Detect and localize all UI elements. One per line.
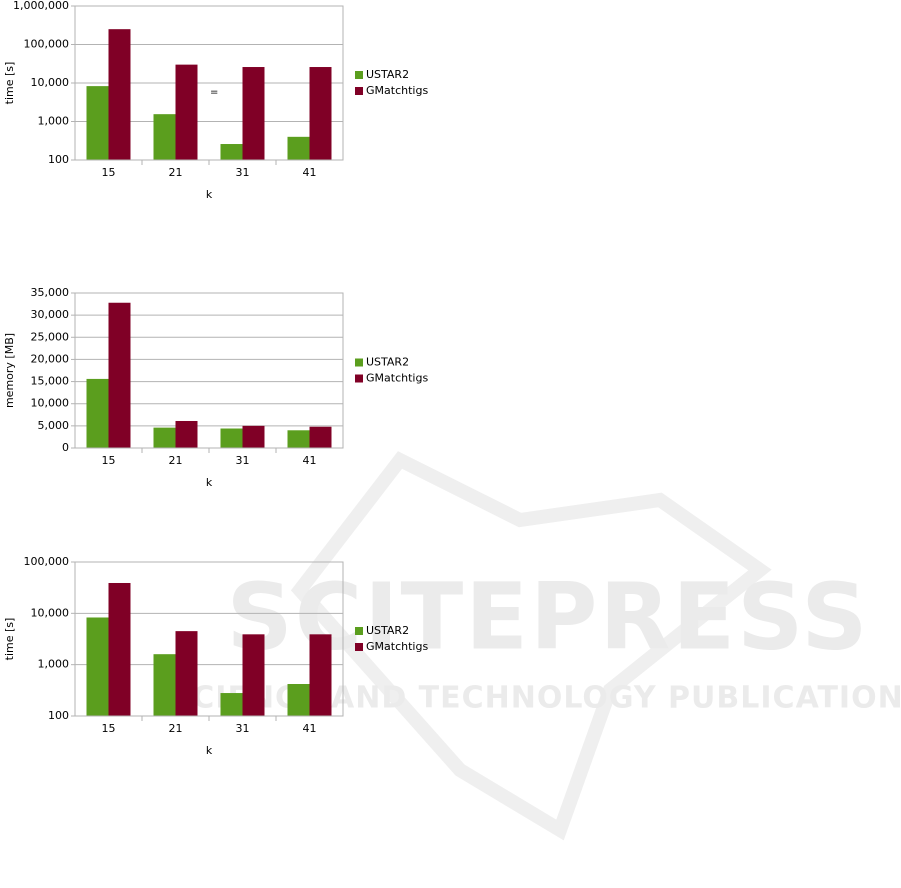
bar: [175, 631, 198, 716]
x-tick-label: 21: [169, 722, 183, 735]
x-tick-label: 21: [169, 166, 183, 179]
y-tick-label: 100,000: [24, 38, 70, 51]
bar: [175, 64, 198, 160]
x-tick-label: 15: [102, 166, 116, 179]
watermark: SCITEPRESS SCIENCE AND TECHNOLOGY PUBLIC…: [170, 451, 901, 841]
bar: [287, 430, 310, 448]
watermark-shape: [290, 451, 772, 841]
legend-swatch: [355, 627, 363, 635]
y-axis-label: time [s]: [3, 618, 16, 661]
bar: [175, 420, 198, 448]
y-tick-label: 100: [48, 709, 69, 722]
annotation: =: [210, 87, 218, 98]
y-tick-label: 20,000: [31, 352, 70, 365]
y-tick-label: 5,000: [38, 419, 70, 432]
y-tick-label: 15,000: [31, 375, 70, 388]
y-tick-label: 10,000: [31, 397, 70, 410]
y-tick-label: 100,000: [24, 555, 70, 568]
x-tick-label: 31: [236, 454, 250, 467]
x-tick-label: 31: [236, 166, 250, 179]
y-tick-label: 1,000,000: [13, 0, 69, 12]
plot-frame: [74, 5, 344, 161]
plot-frame: [74, 561, 344, 717]
plot-frame: [74, 292, 344, 449]
y-tick-label: 35,000: [31, 286, 70, 299]
bar: [86, 378, 109, 448]
bar: [242, 634, 265, 716]
legend-label: USTAR2: [366, 624, 409, 637]
y-axis-label: time [s]: [3, 62, 16, 105]
legend-label: USTAR2: [366, 68, 409, 81]
x-axis-label: k: [206, 744, 213, 757]
bar: [108, 302, 131, 448]
x-axis-label: k: [206, 476, 213, 489]
legend-swatch: [355, 374, 363, 383]
bar: [220, 144, 243, 160]
watermark-subtitle: SCIENCE AND TECHNOLOGY PUBLICATIONS: [170, 681, 901, 716]
y-tick-label: 30,000: [31, 308, 70, 321]
bar: [108, 582, 131, 716]
bar: [108, 29, 131, 161]
x-tick-label: 41: [303, 454, 317, 467]
legend-label: USTAR2: [366, 356, 409, 369]
bar: [242, 67, 265, 160]
bar: [287, 136, 310, 160]
legend-label: GMatchtigs: [366, 640, 428, 653]
chart: 100 1,000 10,000 100,000 15 21 31 41 k time [s] US…: [3, 555, 428, 757]
x-tick-label: 41: [303, 166, 317, 179]
bar: [220, 428, 243, 448]
y-tick-label: 25,000: [31, 330, 70, 343]
legend-label: GMatchtigs: [366, 84, 428, 97]
chart: 0 5,000 10,000 15,000 20,000 25,000 30,000 35,0…: [3, 286, 428, 489]
x-tick-label: 15: [102, 722, 116, 735]
y-tick-label: 10,000: [31, 606, 70, 619]
watermark-title: SCITEPRESS: [226, 563, 869, 670]
legend-swatch: [355, 643, 363, 651]
x-tick-label: 15: [102, 454, 116, 467]
x-tick-label: 41: [303, 722, 317, 735]
bar: [309, 634, 332, 716]
legend-swatch: [355, 87, 363, 95]
legend-swatch: [355, 358, 363, 367]
x-tick-label: 21: [169, 454, 183, 467]
bar: [153, 654, 176, 716]
y-tick-label: 1,000: [38, 658, 70, 671]
legend-swatch: [355, 71, 363, 79]
bar: [287, 684, 310, 716]
bar: [86, 86, 109, 160]
bar: [153, 427, 176, 448]
bar: [153, 114, 176, 160]
y-axis-label: memory [MB]: [3, 333, 16, 408]
y-tick-label: 100: [48, 153, 69, 166]
legend-label: GMatchtigs: [366, 372, 428, 385]
chart: 100 1,000 10,000 100,000 1,000,000 15 21 31 41 k t…: [3, 0, 428, 201]
bar: [242, 425, 265, 448]
x-tick-label: 31: [236, 722, 250, 735]
bar: [309, 426, 332, 448]
y-tick-label: 0: [62, 441, 69, 454]
x-axis-label: k: [206, 188, 213, 201]
bar: [86, 617, 109, 716]
bar: [309, 67, 332, 160]
y-tick-label: 1,000: [38, 115, 70, 128]
y-tick-label: 10,000: [31, 76, 70, 89]
bar: [220, 693, 243, 716]
